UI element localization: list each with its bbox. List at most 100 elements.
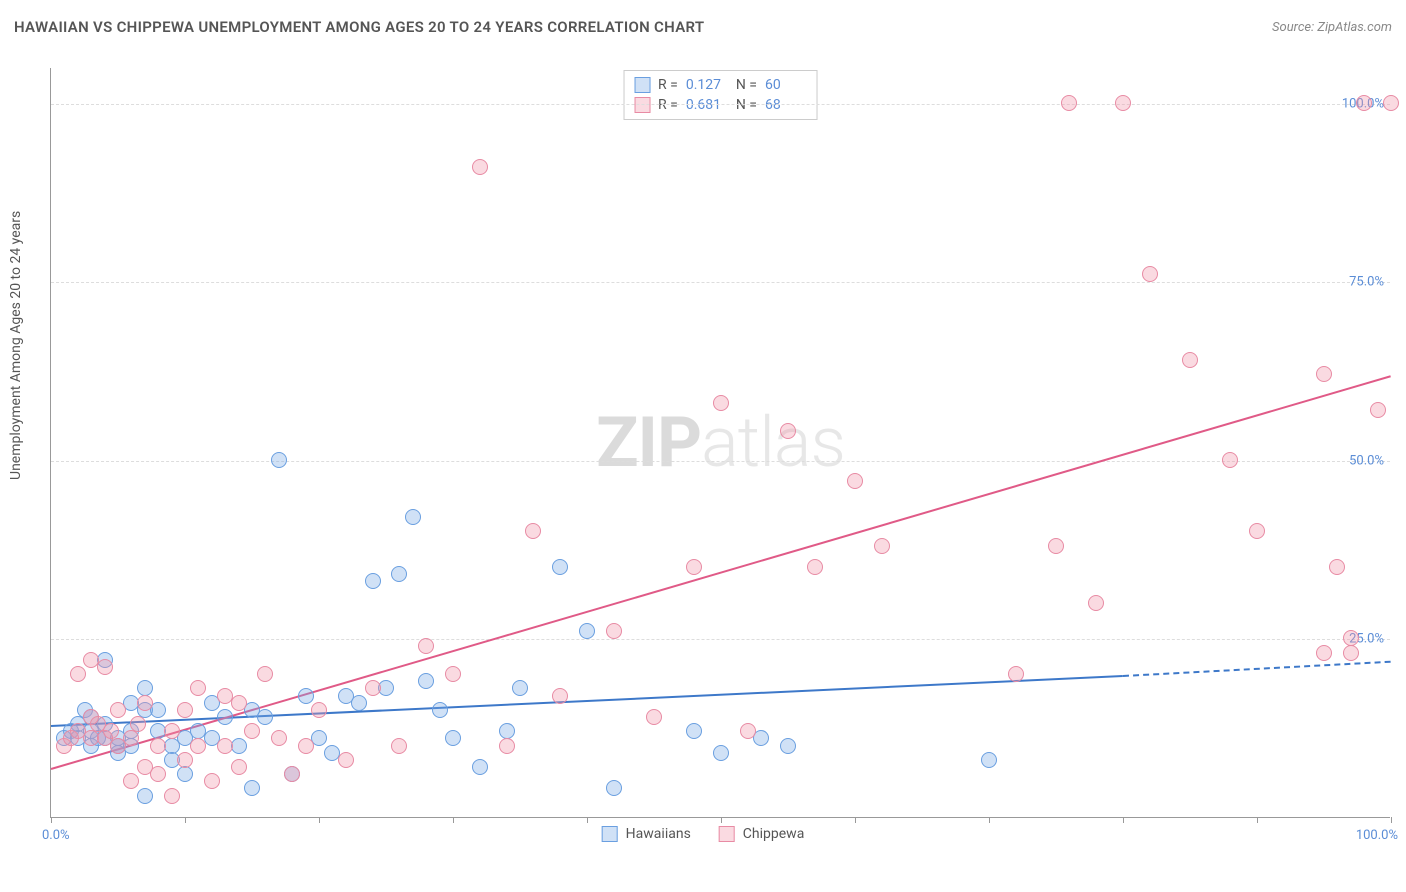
data-point (257, 709, 273, 725)
source-attribution: Source: ZipAtlas.com (1272, 20, 1392, 35)
data-point (1343, 645, 1359, 661)
x-axis-end-label: 100.0% (1356, 828, 1398, 843)
data-point (110, 702, 126, 718)
data-point (606, 780, 622, 796)
data-point (713, 745, 729, 761)
data-point (204, 773, 220, 789)
data-point (70, 666, 86, 682)
data-point (740, 723, 756, 739)
data-point (1142, 266, 1158, 282)
data-point (271, 452, 287, 468)
x-tick (721, 817, 722, 823)
data-point (177, 766, 193, 782)
data-point (365, 573, 381, 589)
data-point (351, 695, 367, 711)
data-point (1329, 559, 1345, 575)
x-tick (453, 817, 454, 823)
watermark: ZIPatlas (596, 402, 845, 484)
data-point (1356, 95, 1372, 111)
data-point (847, 473, 863, 489)
y-axis-label: Unemployment Among Ages 20 to 24 years (8, 211, 24, 480)
regression-line (1123, 661, 1391, 677)
data-point (365, 680, 381, 696)
legend-item-hawaiians: Hawaiians (602, 826, 691, 842)
data-point (177, 752, 193, 768)
data-point (1115, 95, 1131, 111)
data-point (432, 702, 448, 718)
data-point (123, 730, 139, 746)
x-tick (1257, 817, 1258, 823)
data-point (418, 638, 434, 654)
data-point (1088, 595, 1104, 611)
hawaiians-legend-swatch (602, 826, 618, 842)
data-point (137, 695, 153, 711)
data-point (445, 730, 461, 746)
data-point (1182, 352, 1198, 368)
correlation-stats-box: R = 0.127 N = 60 R = 0.681 N = 68 (623, 70, 818, 120)
gridline (51, 461, 1390, 462)
data-point (418, 673, 434, 689)
data-point (874, 538, 890, 554)
hawaiians-swatch (634, 77, 650, 93)
stats-row-chippewa: R = 0.681 N = 68 (634, 95, 807, 115)
data-point (217, 709, 233, 725)
x-tick (855, 817, 856, 823)
gridline (51, 104, 1390, 105)
data-point (1008, 666, 1024, 682)
data-point (686, 723, 702, 739)
data-point (1061, 95, 1077, 111)
data-point (686, 559, 702, 575)
data-point (780, 423, 796, 439)
data-point (552, 559, 568, 575)
data-point (1222, 452, 1238, 468)
chippewa-legend-swatch (719, 826, 735, 842)
data-point (244, 723, 260, 739)
gridline (51, 282, 1390, 283)
data-point (807, 559, 823, 575)
x-tick (989, 817, 990, 823)
data-point (391, 566, 407, 582)
data-point (445, 666, 461, 682)
data-point (164, 788, 180, 804)
data-point (981, 752, 997, 768)
data-point (391, 738, 407, 754)
x-axis-start-label: 0.0% (42, 828, 70, 843)
chart-title: HAWAIIAN VS CHIPPEWA UNEMPLOYMENT AMONG … (14, 18, 704, 36)
data-point (177, 702, 193, 718)
x-tick (1391, 817, 1392, 823)
data-point (1316, 645, 1332, 661)
data-point (231, 695, 247, 711)
data-point (257, 666, 273, 682)
data-point (499, 738, 515, 754)
scatter-plot-area: ZIPatlas R = 0.127 N = 60 R = 0.681 N = … (50, 68, 1390, 818)
x-tick (1123, 817, 1124, 823)
data-point (190, 680, 206, 696)
legend-item-chippewa: Chippewa (719, 826, 805, 842)
gridline (51, 639, 1390, 640)
data-point (1370, 402, 1386, 418)
data-point (713, 395, 729, 411)
data-point (137, 788, 153, 804)
data-point (780, 738, 796, 754)
data-point (405, 509, 421, 525)
data-point (1316, 366, 1332, 382)
x-tick (51, 817, 52, 823)
data-point (646, 709, 662, 725)
x-tick (319, 817, 320, 823)
stats-row-hawaiians: R = 0.127 N = 60 (634, 75, 807, 95)
x-tick (185, 817, 186, 823)
y-tick-label: 50.0% (1349, 453, 1384, 468)
data-point (164, 723, 180, 739)
data-point (130, 716, 146, 732)
data-point (525, 523, 541, 539)
y-tick-label: 75.0% (1349, 275, 1384, 290)
data-point (150, 738, 166, 754)
data-point (190, 738, 206, 754)
data-point (552, 688, 568, 704)
data-point (298, 738, 314, 754)
data-point (1249, 523, 1265, 539)
data-point (217, 738, 233, 754)
data-point (338, 752, 354, 768)
data-point (1048, 538, 1064, 554)
data-point (1383, 95, 1399, 111)
